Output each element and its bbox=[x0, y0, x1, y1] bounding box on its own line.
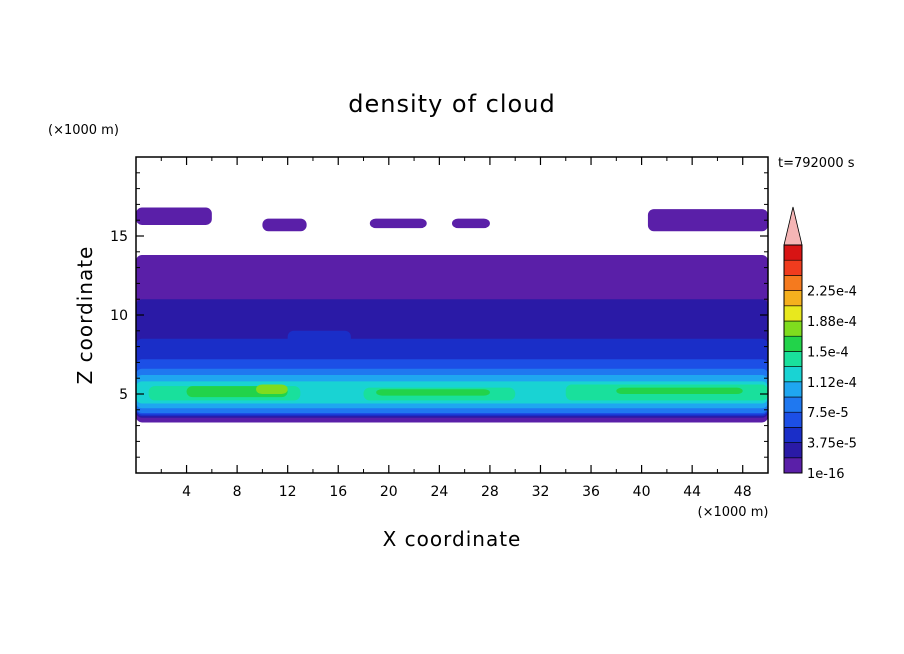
x-tick-label: 24 bbox=[430, 484, 448, 500]
y-tick-label: 15 bbox=[110, 229, 128, 245]
colorbar-label: 7.5e-5 bbox=[807, 406, 849, 421]
x-tick-label: 40 bbox=[633, 484, 651, 500]
colorbar-segment bbox=[783, 275, 803, 291]
colorbar-frame bbox=[783, 244, 803, 474]
colorbar-segment bbox=[783, 457, 803, 474]
colorbar-segment bbox=[783, 427, 803, 443]
x-axis-label: X coordinate bbox=[383, 527, 522, 551]
colorbar-label: 1.88e-4 bbox=[807, 315, 857, 330]
x-tick-label: 44 bbox=[683, 484, 701, 500]
x-tick-label: 4 bbox=[182, 484, 191, 500]
y-tick-label: 10 bbox=[110, 308, 128, 324]
colorbar-segment bbox=[783, 411, 803, 428]
colorbar-segment bbox=[783, 305, 803, 322]
colorbar-label: 1.12e-4 bbox=[807, 376, 857, 391]
colorbar-label: 1e-16 bbox=[807, 467, 845, 482]
colorbar-segment bbox=[783, 290, 803, 307]
contour-region bbox=[647, 209, 768, 232]
colorbar-segment bbox=[783, 259, 803, 276]
contour-region bbox=[452, 218, 490, 229]
contour-region bbox=[369, 218, 427, 229]
x-tick-label: 36 bbox=[582, 484, 600, 500]
contour-region bbox=[262, 218, 307, 232]
chart-title: density of cloud bbox=[348, 90, 555, 118]
y-axis-label: Z coordinate bbox=[73, 246, 97, 385]
time-label: t=792000 s bbox=[778, 156, 855, 171]
contour-region bbox=[136, 207, 212, 225]
colorbar: 1e-16 3.75e-5 7.5e-5 1.12e-4 1.5e-4 1.88e-4 2.… bbox=[783, 206, 857, 482]
x-tick-label: 48 bbox=[734, 484, 752, 500]
contour-region bbox=[376, 389, 490, 396]
x-tick-label: 32 bbox=[532, 484, 550, 500]
y-unit-label: (×1000 m) bbox=[48, 123, 119, 138]
x-tick-label: 8 bbox=[233, 484, 242, 500]
colorbar-over-arrow bbox=[783, 206, 803, 246]
contour-region bbox=[616, 387, 743, 394]
colorbar-segment bbox=[783, 335, 803, 352]
colorbar-segment bbox=[783, 442, 803, 459]
x-tick-label: 12 bbox=[279, 484, 297, 500]
colorbar-label: 2.25e-4 bbox=[807, 285, 857, 300]
x-tick-label: 28 bbox=[481, 484, 499, 500]
colorbar-label: 1.5e-4 bbox=[807, 345, 849, 360]
colorbar-label: 3.75e-5 bbox=[807, 437, 857, 452]
x-unit-label: (×1000 m) bbox=[698, 505, 769, 520]
colorbar-segment bbox=[783, 351, 803, 367]
colorbar-segment bbox=[783, 396, 803, 413]
y-tick-label: 5 bbox=[119, 387, 128, 403]
contour-region bbox=[256, 384, 288, 394]
colorbar-segment bbox=[783, 320, 803, 337]
x-tick-label: 20 bbox=[380, 484, 398, 500]
colorbar-segment bbox=[783, 244, 803, 261]
colorbar-segment bbox=[783, 381, 803, 398]
x-tick-label: 16 bbox=[329, 484, 347, 500]
plot-area bbox=[136, 207, 768, 423]
colorbar-segment bbox=[783, 366, 803, 383]
